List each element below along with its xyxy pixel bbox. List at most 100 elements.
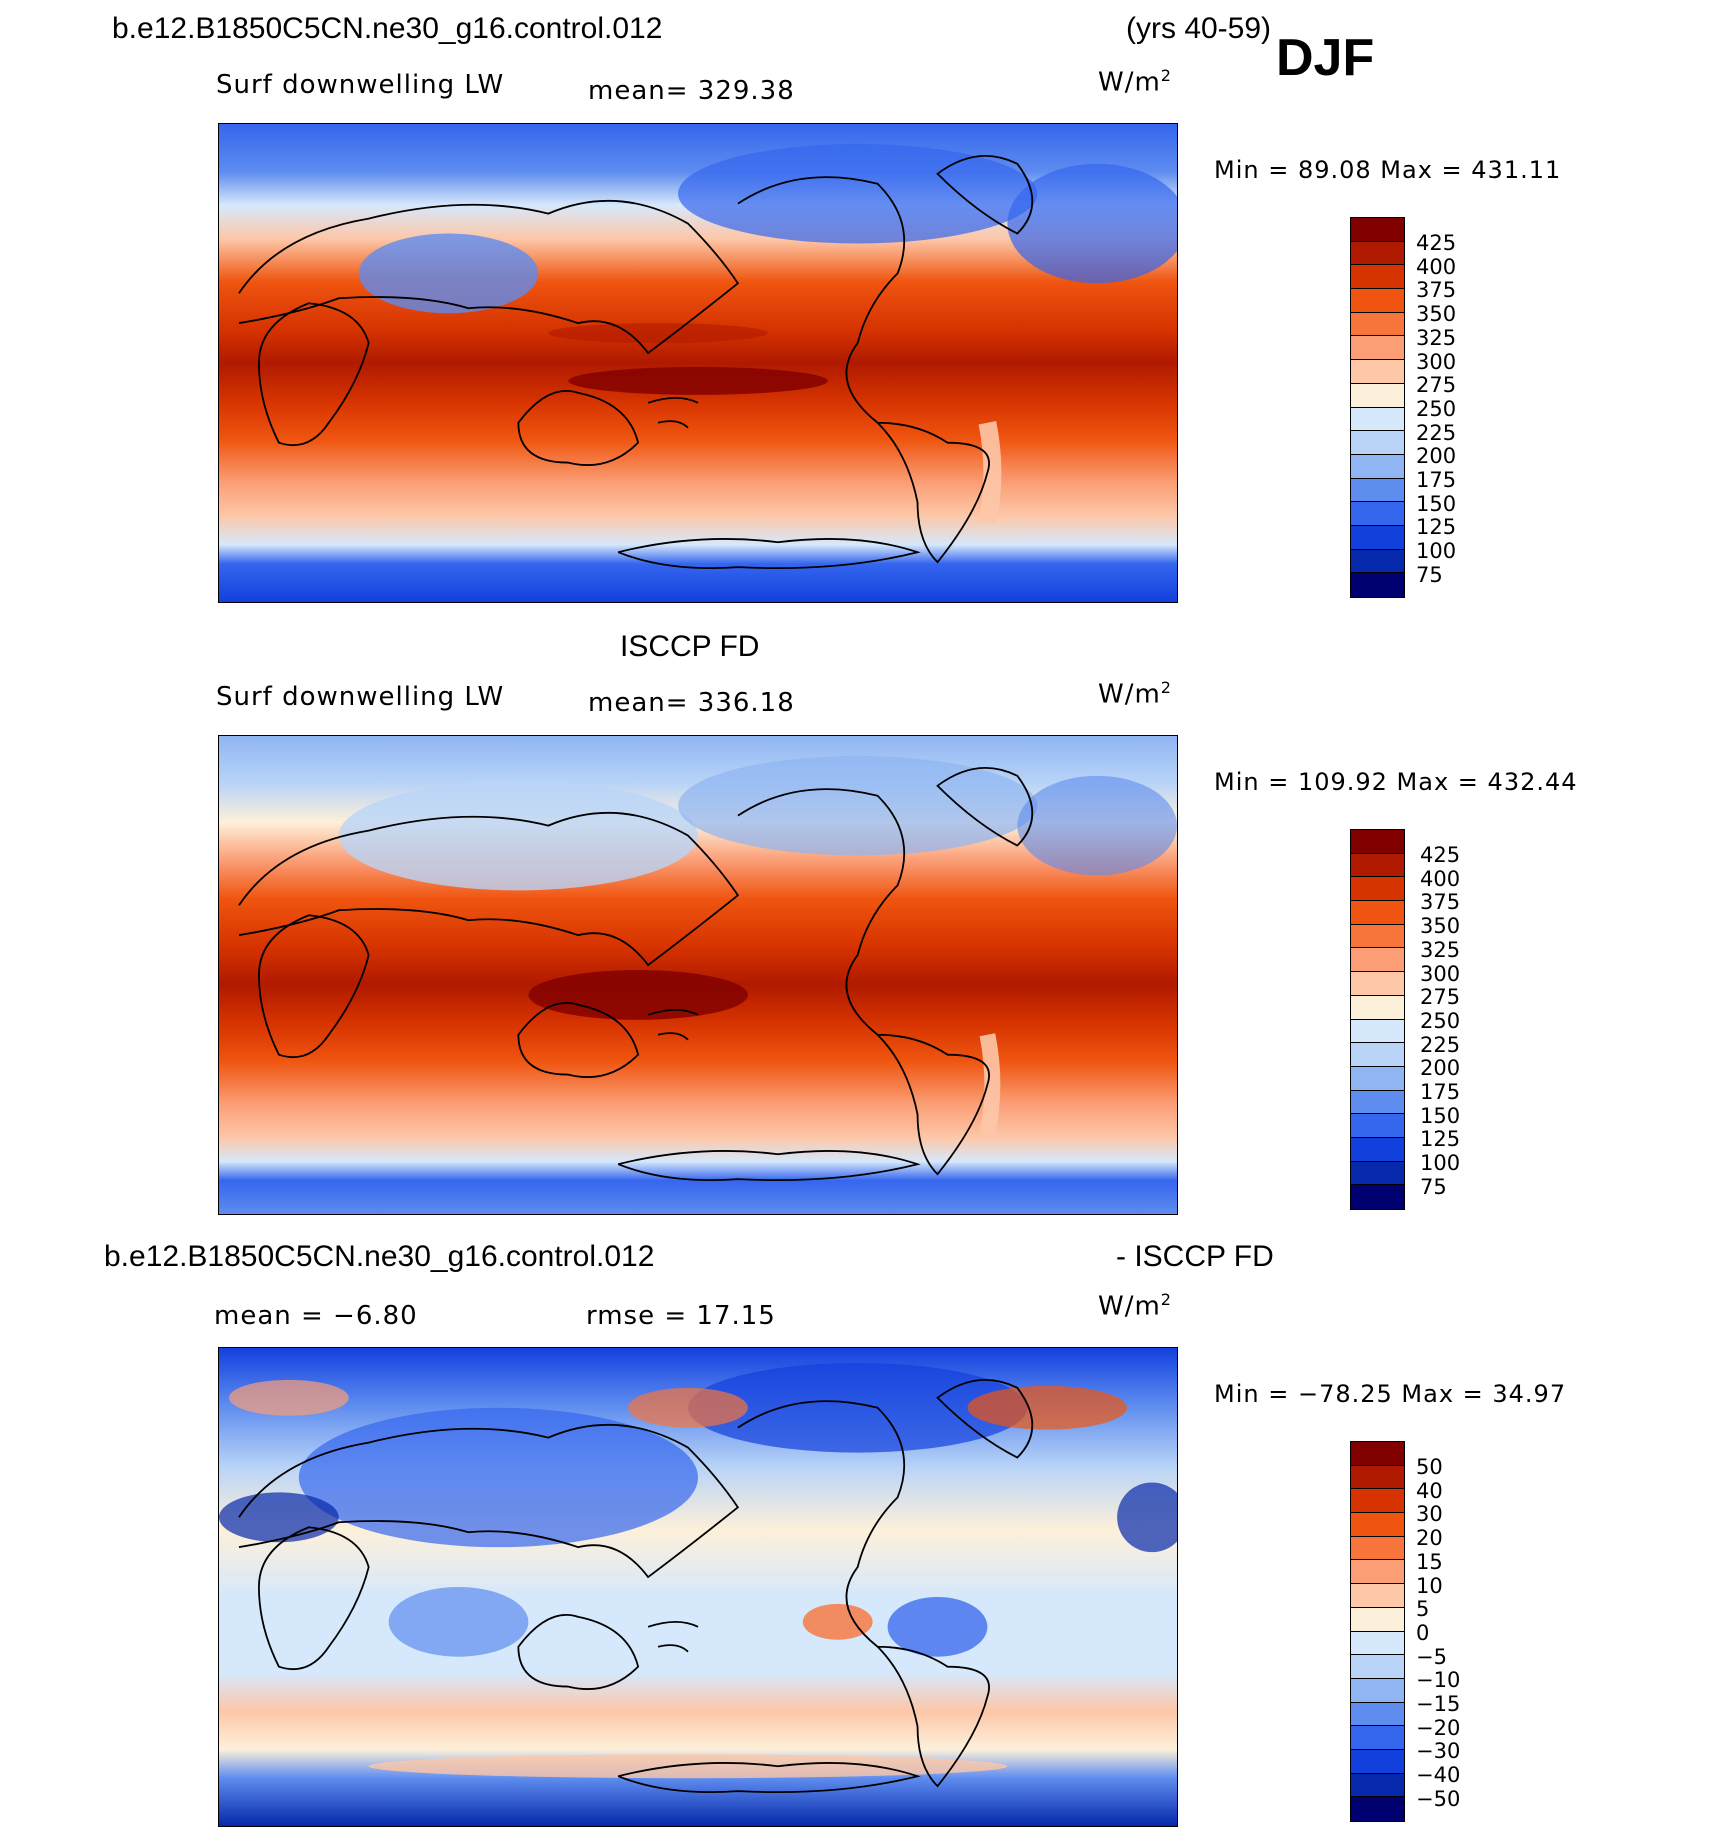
colorbar-box (1351, 853, 1404, 878)
colorbar-box (1351, 1442, 1404, 1466)
colorbar-box (1351, 241, 1404, 266)
colorbar-label: 350 (1420, 914, 1461, 939)
colorbar-box (1351, 1584, 1404, 1608)
colorbar-box (1351, 1536, 1404, 1561)
colorbar-box (1351, 877, 1404, 902)
panel3-title-right: - ISCCP FD (1116, 1240, 1274, 1273)
season-label: DJF (1276, 29, 1375, 87)
colorbar-label: 400 (1420, 866, 1461, 891)
colorbar-label: 300 (1416, 349, 1457, 374)
panel3-title-left: b.e12.B1850C5CN.ne30_g16.control.012 (104, 1240, 655, 1273)
colorbar-box (1351, 525, 1404, 550)
colorbar-box (1351, 454, 1404, 479)
colorbar-label: 5 (1416, 1597, 1430, 1622)
colorbar-label: 225 (1416, 420, 1457, 445)
colorbar-box (1351, 1749, 1404, 1774)
panel2-map (218, 735, 1178, 1215)
colorbar-label: 0 (1416, 1620, 1430, 1645)
colorbar-box (1351, 924, 1404, 949)
colorbar-label: −10 (1416, 1668, 1461, 1693)
colorbar-box (1351, 407, 1404, 432)
colorbar-label: 325 (1420, 937, 1461, 962)
colorbar-label: 100 (1420, 1151, 1461, 1176)
colorbar-box (1351, 549, 1404, 574)
colorbar-box (1351, 360, 1404, 384)
colorbar-label: 225 (1420, 1032, 1461, 1057)
colorbar-label: 350 (1416, 302, 1457, 327)
panel1-map (218, 123, 1178, 603)
colorbar-label: 175 (1420, 1080, 1461, 1104)
colorbar-label: 200 (1420, 1056, 1461, 1081)
panel2-title: ISCCP FD (620, 630, 760, 663)
colorbar-label: −30 (1416, 1739, 1461, 1764)
colorbar-label: 30 (1416, 1502, 1443, 1527)
colorbar-label: 40 (1416, 1478, 1443, 1503)
colorbar-label: 275 (1416, 373, 1457, 398)
panel2-minmax: Min = 109.92 Max = 432.44 (1214, 768, 1578, 796)
panel3-unit: W/m2 (1098, 1290, 1172, 1322)
colorbar-box (1351, 502, 1404, 526)
colorbar-label: 150 (1420, 1103, 1461, 1128)
colorbar-box (1351, 995, 1404, 1020)
colorbar-box (1351, 972, 1404, 996)
colorbar-box (1351, 573, 1404, 597)
colorbar-box (1351, 1043, 1404, 1067)
colorbar-box (1351, 1090, 1404, 1115)
panel2-unit: W/m2 (1098, 678, 1172, 710)
panel1-colorbar (1350, 217, 1405, 598)
colorbar-label: 325 (1416, 325, 1457, 350)
colorbar-label: −5 (1416, 1644, 1447, 1669)
colorbar-label: 50 (1416, 1455, 1443, 1479)
colorbar-box (1351, 1513, 1404, 1537)
colorbar-label: 375 (1416, 278, 1457, 303)
colorbar-label: 75 (1416, 562, 1443, 587)
colorbar-label: 425 (1416, 231, 1457, 255)
colorbar-box (1351, 1726, 1404, 1750)
colorbar-box (1351, 901, 1404, 925)
colorbar-box (1351, 336, 1404, 361)
colorbar-label: −50 (1416, 1786, 1461, 1811)
colorbar-box (1351, 1019, 1404, 1044)
colorbar-box (1351, 1631, 1404, 1656)
colorbar-label: 10 (1416, 1573, 1443, 1598)
panel3-colorbar (1350, 1441, 1405, 1822)
colorbar-box (1351, 1655, 1404, 1679)
colorbar-box (1351, 478, 1404, 503)
colorbar-box (1351, 1702, 1404, 1727)
colorbar-label: −40 (1416, 1763, 1461, 1788)
colorbar-label: −15 (1416, 1692, 1461, 1716)
colorbar-box (1351, 1560, 1404, 1585)
colorbar-label: 400 (1416, 254, 1457, 279)
colorbar-label: 20 (1416, 1526, 1443, 1551)
colorbar-label: 425 (1420, 843, 1461, 867)
panel2-colorbar (1350, 829, 1405, 1210)
colorbar-box (1351, 1465, 1404, 1490)
colorbar-box (1351, 265, 1404, 290)
colorbar-box (1351, 1066, 1404, 1091)
colorbar-label: 150 (1416, 491, 1457, 516)
colorbar-label: 300 (1420, 961, 1461, 986)
panel1-unit: W/m2 (1098, 66, 1172, 98)
panel3-mean: mean = −6.80 (214, 1301, 418, 1331)
colorbar-label: 200 (1416, 444, 1457, 469)
colorbar-box (1351, 1185, 1404, 1209)
colorbar-box (1351, 383, 1404, 408)
panel1-minmax: Min = 89.08 Max = 431.11 (1214, 156, 1562, 184)
panel3-minmax: Min = −78.25 Max = 34.97 (1214, 1380, 1567, 1408)
panel1-variable: Surf downwelling LW (216, 70, 505, 100)
colorbar-box (1351, 1137, 1404, 1162)
colorbar-box (1351, 1489, 1404, 1514)
colorbar-label: 125 (1420, 1127, 1461, 1152)
colorbar-box (1351, 312, 1404, 337)
panel3-map (218, 1347, 1178, 1827)
colorbar-box (1351, 1114, 1404, 1138)
colorbar-label: 75 (1420, 1174, 1447, 1199)
colorbar-box (1351, 431, 1404, 455)
colorbar-label: 250 (1420, 1008, 1461, 1033)
case-title: b.e12.B1850C5CN.ne30_g16.control.012 (112, 12, 663, 45)
colorbar-box (1351, 948, 1404, 973)
colorbar-label: 375 (1420, 890, 1461, 915)
panel1-mean: mean= 329.38 (588, 76, 795, 106)
colorbar-label: 250 (1416, 396, 1457, 421)
colorbar-label: 15 (1416, 1549, 1443, 1574)
